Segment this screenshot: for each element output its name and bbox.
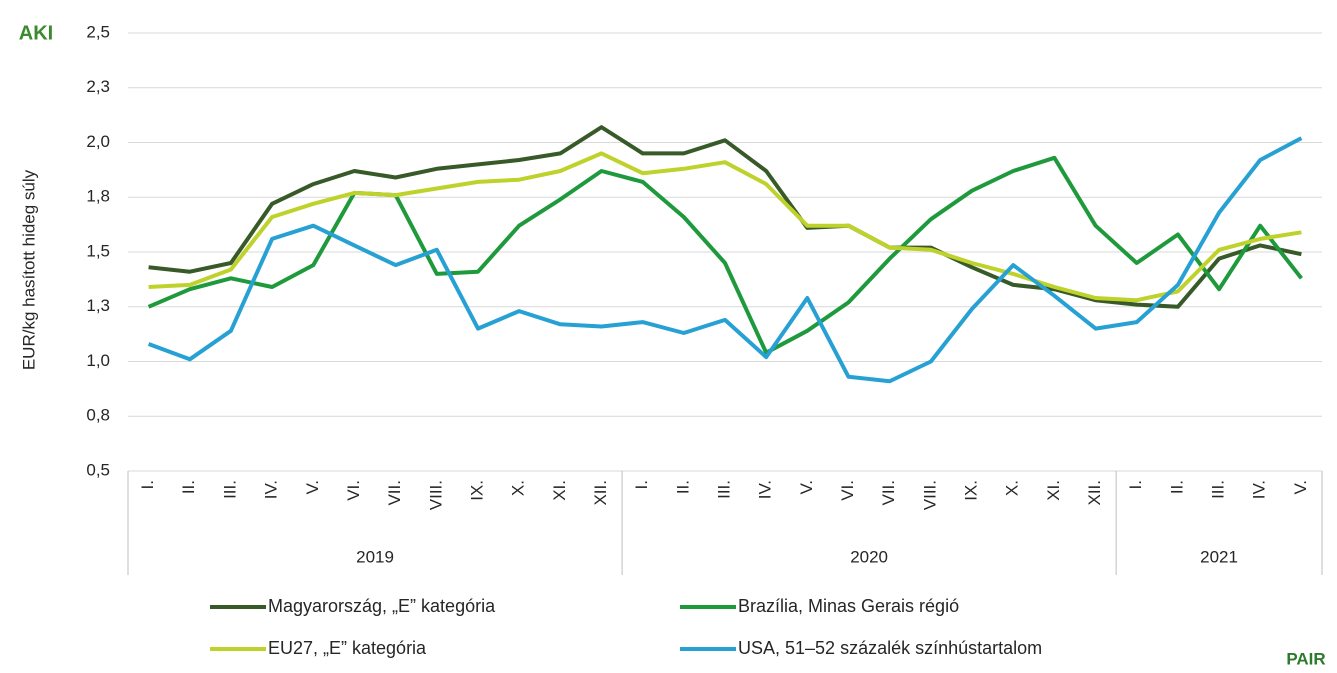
x-tick-label: V.: [1291, 480, 1310, 495]
x-tick-label: III.: [714, 480, 733, 499]
x-tick-label: X.: [509, 480, 528, 496]
x-tick-label: IV.: [1250, 480, 1269, 499]
x-tick-label: I.: [632, 480, 651, 489]
series-line: [147, 136, 1303, 384]
x-tick-label: X.: [1003, 480, 1022, 496]
y-tick-label: 1,8: [86, 187, 110, 206]
y-tick-label: 0,8: [86, 406, 110, 425]
x-tick-label: I.: [1126, 480, 1145, 489]
x-tick-label: I.: [138, 480, 157, 489]
x-tick-label: IV.: [756, 480, 775, 499]
y-tick-label: 1,3: [86, 296, 110, 315]
x-tick-label: VI.: [344, 480, 363, 501]
x-tick-label: IV.: [262, 480, 281, 499]
x-tick-label: VI.: [838, 480, 857, 501]
group-label: 2020: [850, 547, 888, 566]
y-tick-label: 0,5: [86, 460, 110, 479]
legend-label: Magyarország, „E” kategória: [268, 596, 496, 616]
y-tick-label: 2,5: [86, 22, 110, 41]
x-tick-label: VII.: [385, 480, 404, 506]
group-label: 2019: [356, 547, 394, 566]
x-tick-label: XI.: [550, 480, 569, 501]
x-tick-label: II.: [1167, 480, 1186, 494]
y-tick-label: 1,0: [86, 351, 110, 370]
x-tick-label: V.: [797, 480, 816, 495]
x-tick-label: VIII.: [920, 480, 939, 510]
x-tick-label: VII.: [879, 480, 898, 506]
x-tick-label: V.: [303, 480, 322, 495]
x-tick-label: IX.: [467, 480, 486, 501]
legend-label: USA, 51–52 százalék színhústartalom: [738, 638, 1042, 658]
group-label: 2021: [1200, 547, 1238, 566]
x-tick-label: IX.: [962, 480, 981, 501]
series-line: [148, 125, 1302, 309]
x-tick-label: VIII.: [426, 480, 445, 510]
series-line: [147, 155, 1303, 355]
y-tick-label: 2,0: [86, 132, 110, 151]
legend-label: EU27, „E” kategória: [268, 638, 427, 658]
x-tick-label: III.: [220, 480, 239, 499]
x-tick-label: II.: [673, 480, 692, 494]
legend-label: Brazília, Minas Gerais régió: [738, 596, 959, 616]
series-line: [148, 151, 1302, 303]
logo-right: PAIR: [1286, 649, 1325, 668]
x-tick-label: XI.: [1044, 480, 1063, 501]
x-tick-label: II.: [179, 480, 198, 494]
y-axis-label: EUR/kg hasított hideg súly: [19, 169, 38, 370]
logo-left: AKI: [19, 22, 53, 44]
y-tick-label: 1,5: [86, 241, 110, 260]
x-tick-label: XII.: [1085, 480, 1104, 506]
x-tick-label: III.: [1209, 480, 1228, 499]
y-tick-label: 2,3: [86, 77, 110, 96]
x-tick-label: XII.: [591, 480, 610, 506]
